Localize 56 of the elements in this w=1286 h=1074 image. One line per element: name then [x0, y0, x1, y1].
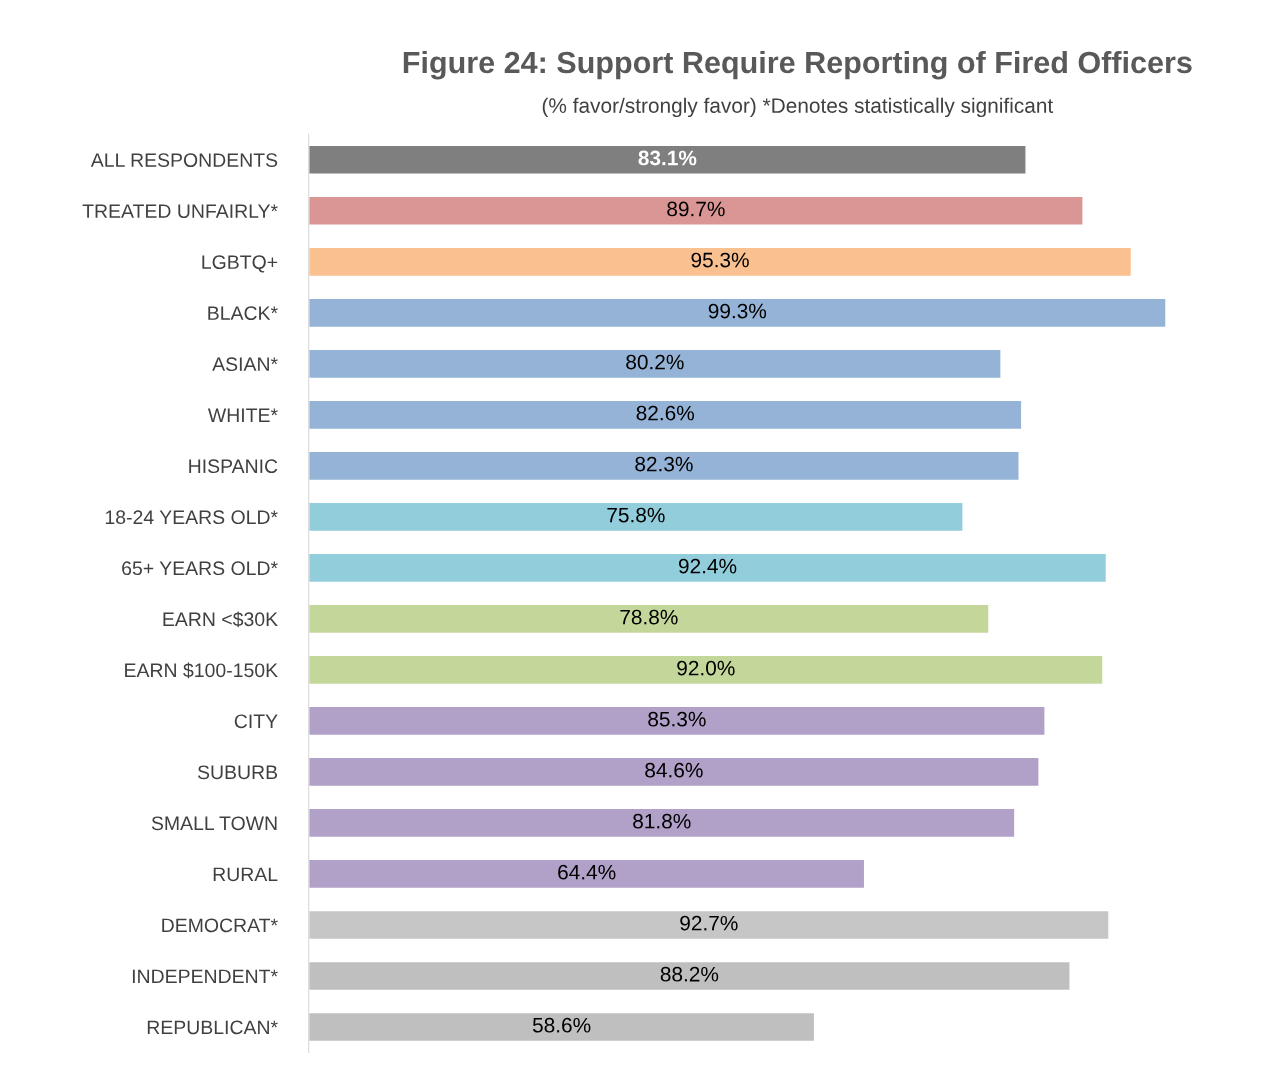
data-label: 92.0% — [677, 660, 735, 676]
data-label: 83.1% — [638, 150, 697, 166]
bar — [308, 756, 1040, 788]
data-label: 58.6% — [532, 1017, 591, 1033]
bar — [308, 450, 1020, 482]
y-tick-label: INDEPENDENT* — [132, 969, 278, 984]
bar — [308, 195, 1084, 227]
data-label: 88.2% — [660, 966, 719, 982]
data-label: 80.2% — [626, 354, 684, 370]
bar — [308, 297, 1167, 329]
y-tick-label: TREATED UNFAIRLY* — [82, 204, 278, 219]
bar — [308, 603, 990, 635]
bar — [308, 144, 1027, 175]
data-label: 92.7% — [680, 915, 738, 931]
data-label: 85.3% — [648, 711, 706, 727]
y-tick-label: SUBURB — [197, 765, 278, 780]
bar — [308, 858, 866, 890]
data-label: 82.3% — [635, 456, 693, 472]
bar — [308, 654, 1104, 686]
y-tick-label: LGBTQ+ — [202, 255, 278, 273]
bar — [308, 909, 1110, 941]
chart-subtitle: (% favor/strongly favor) *Denotes statistically significant — [542, 97, 1054, 118]
bar — [308, 348, 1002, 380]
bar — [308, 807, 1016, 839]
data-label: 99.3% — [708, 303, 767, 319]
bar — [308, 501, 964, 533]
y-tick-label: SMALL TOWN — [151, 816, 277, 831]
data-label: 84.6% — [645, 762, 703, 778]
bar — [308, 246, 1133, 278]
data-label: 81.8% — [633, 813, 691, 829]
y-tick-label: WHITE* — [207, 408, 278, 422]
bar — [308, 552, 1108, 584]
y-tick-label: RURAL — [213, 867, 278, 882]
y-tick-label: DEMOCRAT* — [162, 918, 278, 933]
data-label: 64.4% — [558, 864, 616, 880]
y-tick-label: ASIAN* — [212, 357, 278, 372]
y-tick-label: 18-24 YEARS OLD* — [105, 510, 278, 525]
bar — [308, 705, 1046, 737]
y-tick-label: HISPANIC — [189, 459, 278, 474]
y-tick-label: 65+ YEARS OLD* — [122, 561, 278, 576]
bar — [308, 960, 1071, 992]
data-label: 78.8% — [620, 609, 678, 625]
y-tick-label: BLACK* — [208, 306, 278, 321]
y-tick-label: ALL RESPONDENTS — [90, 153, 278, 167]
y-tick-label: EARN <$30K — [163, 611, 278, 628]
data-label: 95.3% — [691, 252, 749, 268]
chart-title: Figure 24: Support Require Reporting of Fired Officers — [403, 50, 1192, 80]
data-label: 75.8% — [607, 507, 665, 523]
data-label: 89.7% — [667, 201, 725, 217]
bar — [308, 399, 1023, 431]
y-tick-label: EARN $100-150K — [125, 662, 278, 679]
data-label: 92.4% — [678, 558, 737, 574]
data-label: 82.6% — [636, 405, 695, 421]
bar — [308, 1011, 816, 1043]
y-tick-label: REPUBLICAN* — [147, 1020, 278, 1035]
y-tick-label: CITY — [234, 714, 278, 729]
